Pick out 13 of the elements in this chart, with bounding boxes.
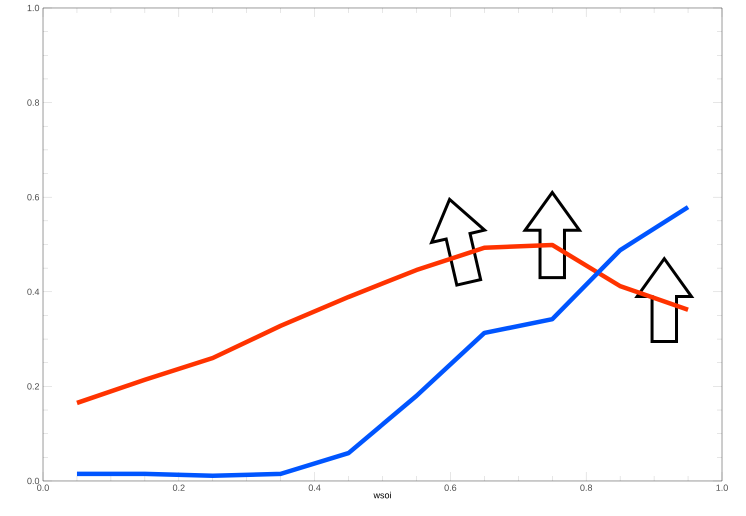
y-tick-label: 0.6 [27, 194, 40, 200]
y-tick-label: 0.0 [27, 478, 40, 484]
y-tick-label: 0.2 [27, 383, 40, 390]
x-tick-label: 1.0 [716, 484, 728, 491]
y-tick-label: 1.0 [28, 4, 40, 12]
y-tick-label: 0.4 [27, 288, 40, 295]
x-tick-label: 0.6 [444, 484, 456, 491]
x-axis-title: wsoi [373, 492, 391, 498]
x-tick-label: 0.2 [172, 484, 185, 491]
y-tick-label: 0.8 [27, 99, 40, 106]
x-tick-label: 0.0 [37, 484, 49, 491]
x-tick-label: 0.8 [580, 484, 592, 491]
x-tick-label: 0.4 [308, 484, 321, 491]
